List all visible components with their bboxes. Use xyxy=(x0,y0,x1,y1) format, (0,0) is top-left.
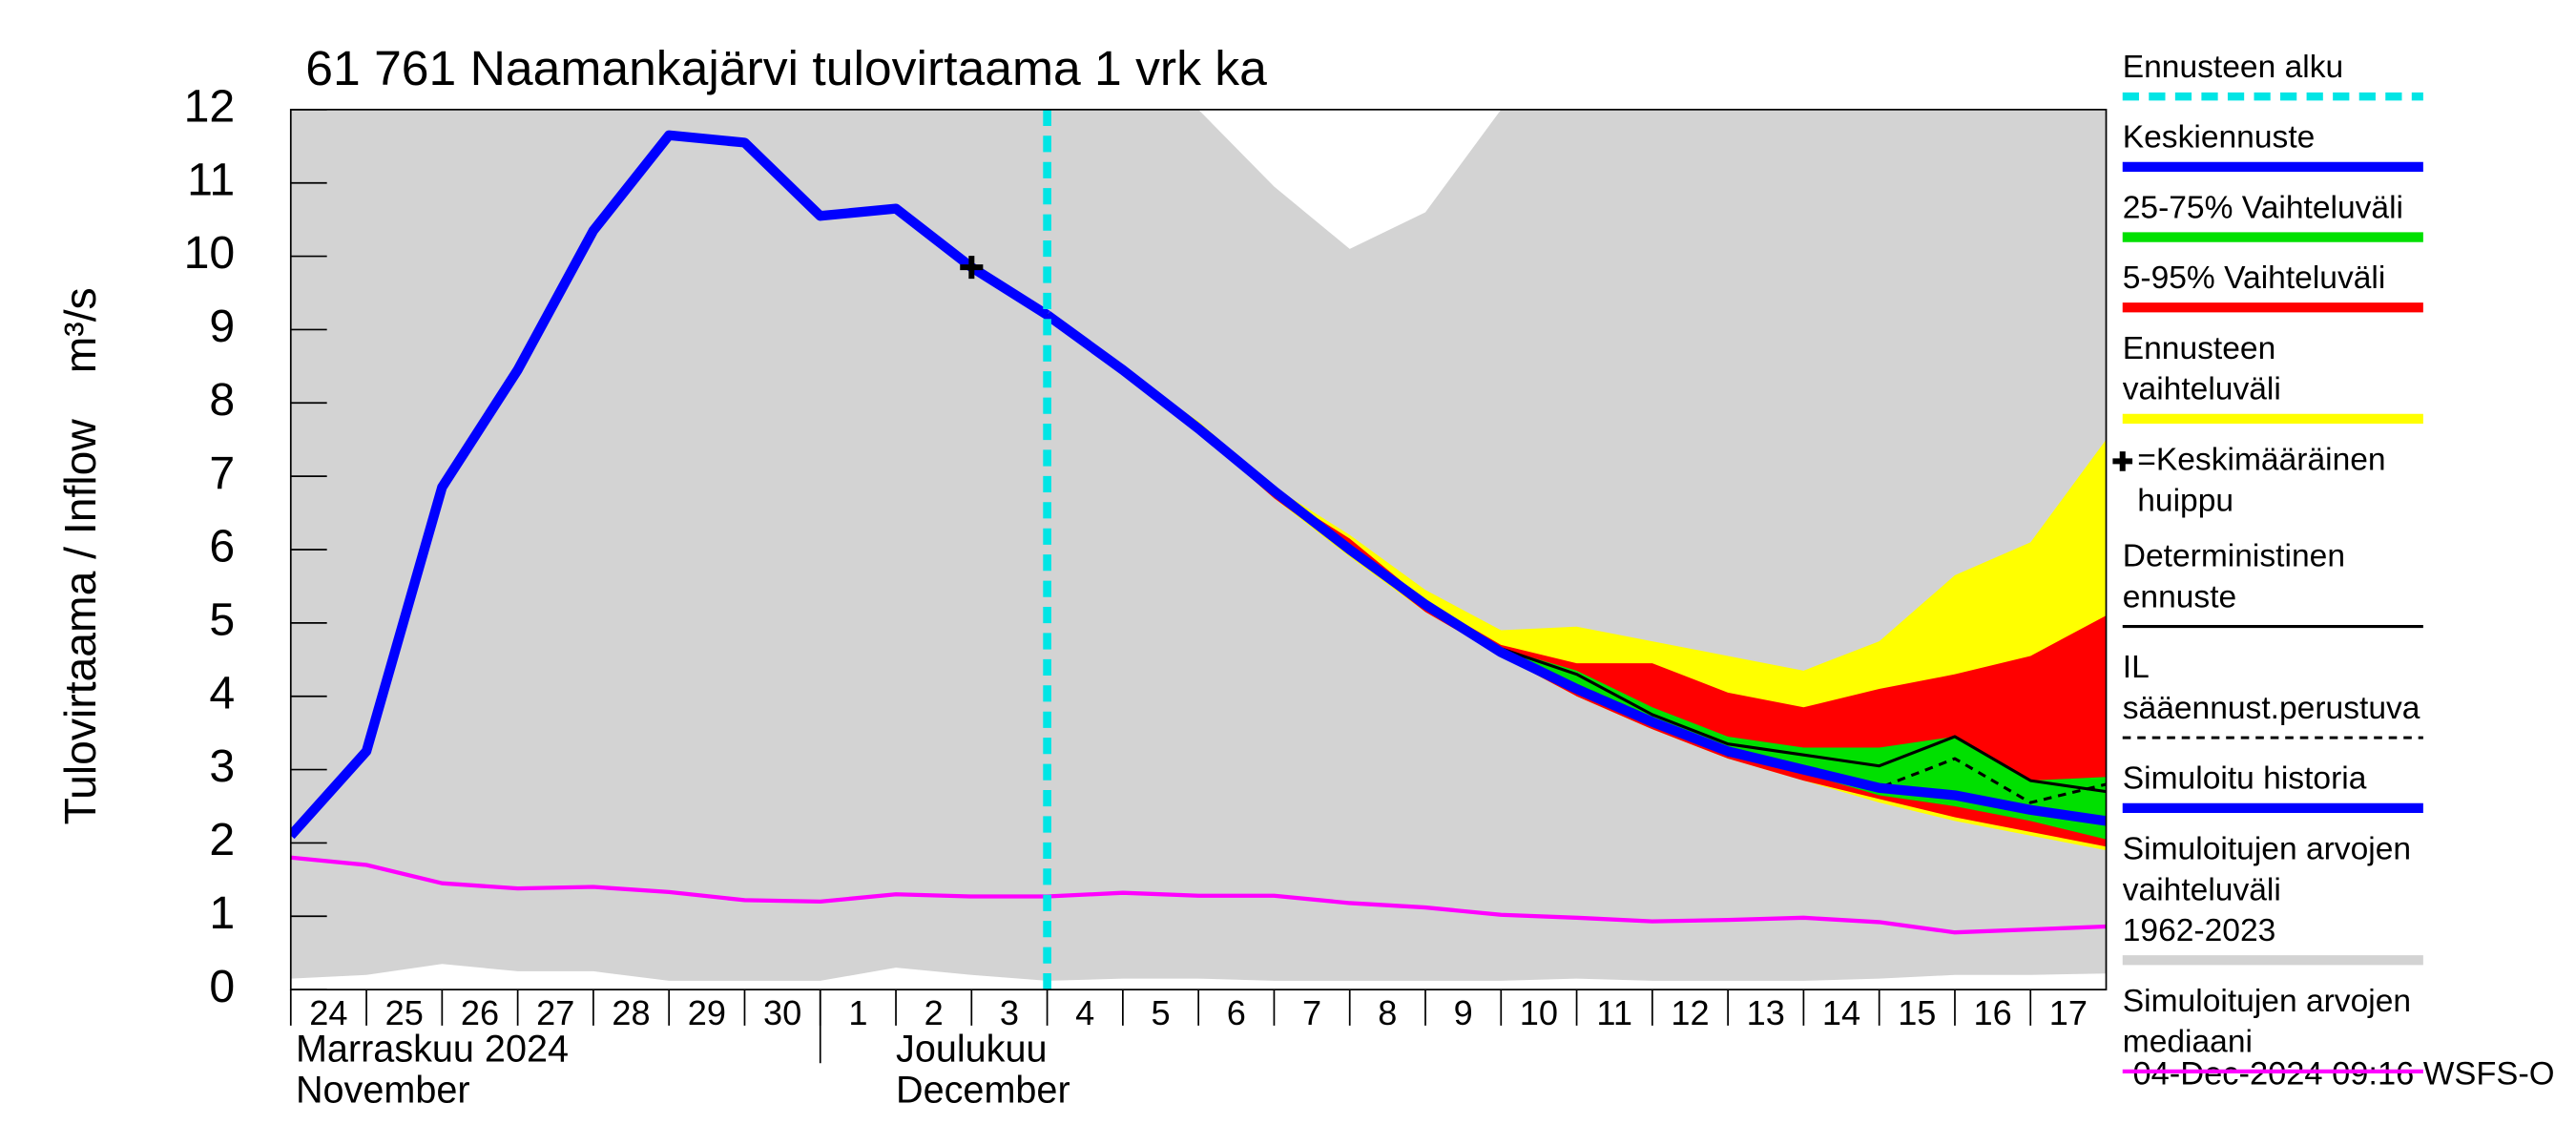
x-tick-label: 3 xyxy=(1000,993,1019,1032)
legend-label: Ennusteen vaihteluväli xyxy=(2123,331,2281,407)
legend-label-line: 5-95% Vaihteluväli xyxy=(2123,260,2386,296)
y-tick-label: 6 xyxy=(209,521,235,572)
legend-label-line: Ennusteen alku xyxy=(2123,50,2343,85)
legend-label-line: 25-75% Vaihteluväli xyxy=(2123,190,2403,225)
series-line xyxy=(290,855,2107,935)
x-tick-label: 8 xyxy=(1378,993,1397,1032)
y-tick-label: 5 xyxy=(209,594,235,646)
month-label-en: December xyxy=(896,1070,1070,1112)
legend-label: 25-75% Vaihteluväli xyxy=(2123,190,2403,225)
peak-marker xyxy=(960,256,984,280)
y-tick-label: 7 xyxy=(209,448,235,499)
x-tick-label: 12 xyxy=(1671,993,1709,1032)
x-tick-label: 13 xyxy=(1747,993,1785,1032)
x-tick-label: 15 xyxy=(1898,993,1936,1032)
legend-label: =Keskimääräinen huippu xyxy=(2137,442,2385,518)
legend-label-line: 1962-2023 xyxy=(2123,913,2276,948)
legend-label-line: ennuste xyxy=(2123,579,2236,614)
x-tick-label: 10 xyxy=(1520,993,1558,1032)
legend-label-line: vaihteluväli xyxy=(2123,872,2281,907)
series-line xyxy=(290,130,1050,840)
month-label: Marraskuu 2024 xyxy=(296,1029,569,1071)
legend-label-line: Ennusteen xyxy=(2123,331,2276,366)
legend-label: Simuloitujen arvojen vaihteluväli 1962-202… xyxy=(2123,831,2411,948)
y-tick-label: 2 xyxy=(209,814,235,865)
range-band xyxy=(1047,315,2107,840)
legend-label: Simuloitujen arvojen mediaani xyxy=(2123,984,2411,1060)
legend-label: Ennusteen alku xyxy=(2123,50,2343,85)
x-tick-label: 26 xyxy=(461,993,499,1032)
legend-label-line: =Keskimääräinen xyxy=(2137,442,2385,477)
x-tick-label: 28 xyxy=(612,993,650,1032)
legend-label: Deterministinen ennuste xyxy=(2123,538,2345,614)
series-line xyxy=(1044,310,2107,826)
legend-label: IL sääennust.perustuva xyxy=(2123,650,2420,726)
x-tick-label: 1 xyxy=(848,993,867,1032)
y-label-text: Tulovirtaama / Inflow xyxy=(55,419,105,825)
x-tick-label: 11 xyxy=(1596,993,1632,1032)
x-tick-label: 9 xyxy=(1454,993,1473,1032)
legend-label-line: Keskiennuste xyxy=(2123,120,2316,156)
y-unit: m³/s xyxy=(55,287,105,373)
x-tick-label: 29 xyxy=(688,993,726,1032)
legend-label-line: huippu xyxy=(2137,483,2233,518)
x-tick-label: 27 xyxy=(536,993,574,1032)
y-tick-label: 10 xyxy=(184,227,236,279)
legend-label: Simuloitu historia xyxy=(2123,761,2367,797)
y-tick-label: 12 xyxy=(184,81,236,133)
range-band xyxy=(1047,315,2107,847)
y-tick-label: 4 xyxy=(209,667,235,718)
legend-marker xyxy=(2112,451,2133,471)
legend-label: 5-95% Vaihteluväli xyxy=(2123,260,2386,296)
range-band xyxy=(290,109,2107,981)
x-tick-label: 2 xyxy=(924,993,944,1032)
legend-label-line: vaihteluväli xyxy=(2123,372,2281,407)
x-tick-label: 4 xyxy=(1075,993,1094,1032)
legend-label: Keskiennuste xyxy=(2123,120,2316,156)
y-tick-label: 1 xyxy=(209,887,235,939)
x-tick-label: 14 xyxy=(1822,993,1860,1032)
y-tick-label: 8 xyxy=(209,374,235,426)
timestamp: 04-Dec-2024 09:16 WSFS-O xyxy=(2132,1056,2554,1093)
chart-title: 61 761 Naamankajärvi tulovirtaama 1 vrk … xyxy=(305,40,1267,95)
legend-label-line: Simuloitu historia xyxy=(2123,761,2367,797)
y-tick-label: 3 xyxy=(209,740,235,792)
x-tick-label: 6 xyxy=(1227,993,1246,1032)
y-tick-label: 9 xyxy=(209,301,235,352)
x-tick-label: 5 xyxy=(1151,993,1170,1032)
x-tick-label: 30 xyxy=(763,993,801,1032)
legend-label-line: Simuloitujen arvojen xyxy=(2123,984,2411,1019)
legend-label-line: IL xyxy=(2123,650,2150,685)
plot-area xyxy=(290,109,2107,990)
legend-label-line: Simuloitujen arvojen xyxy=(2123,831,2411,866)
legend-label-line: Deterministinen xyxy=(2123,538,2345,573)
x-tick-label: 16 xyxy=(1973,993,2011,1032)
legend-label-line: sääennust.perustuva xyxy=(2123,691,2420,726)
y-tick-label: 0 xyxy=(209,961,235,1012)
x-tick-label: 24 xyxy=(309,993,347,1032)
x-tick-label: 25 xyxy=(385,993,424,1032)
y-tick-label: 11 xyxy=(187,154,235,205)
month-label: Joulukuu xyxy=(896,1029,1047,1071)
month-label-en: November xyxy=(296,1070,470,1112)
y-axis-label: Tulovirtaama / Inflow m³/s xyxy=(55,287,105,824)
x-tick-label: 7 xyxy=(1302,993,1321,1032)
x-tick-label: 17 xyxy=(2049,993,2088,1032)
legend-label-line: mediaani xyxy=(2123,1025,2253,1060)
